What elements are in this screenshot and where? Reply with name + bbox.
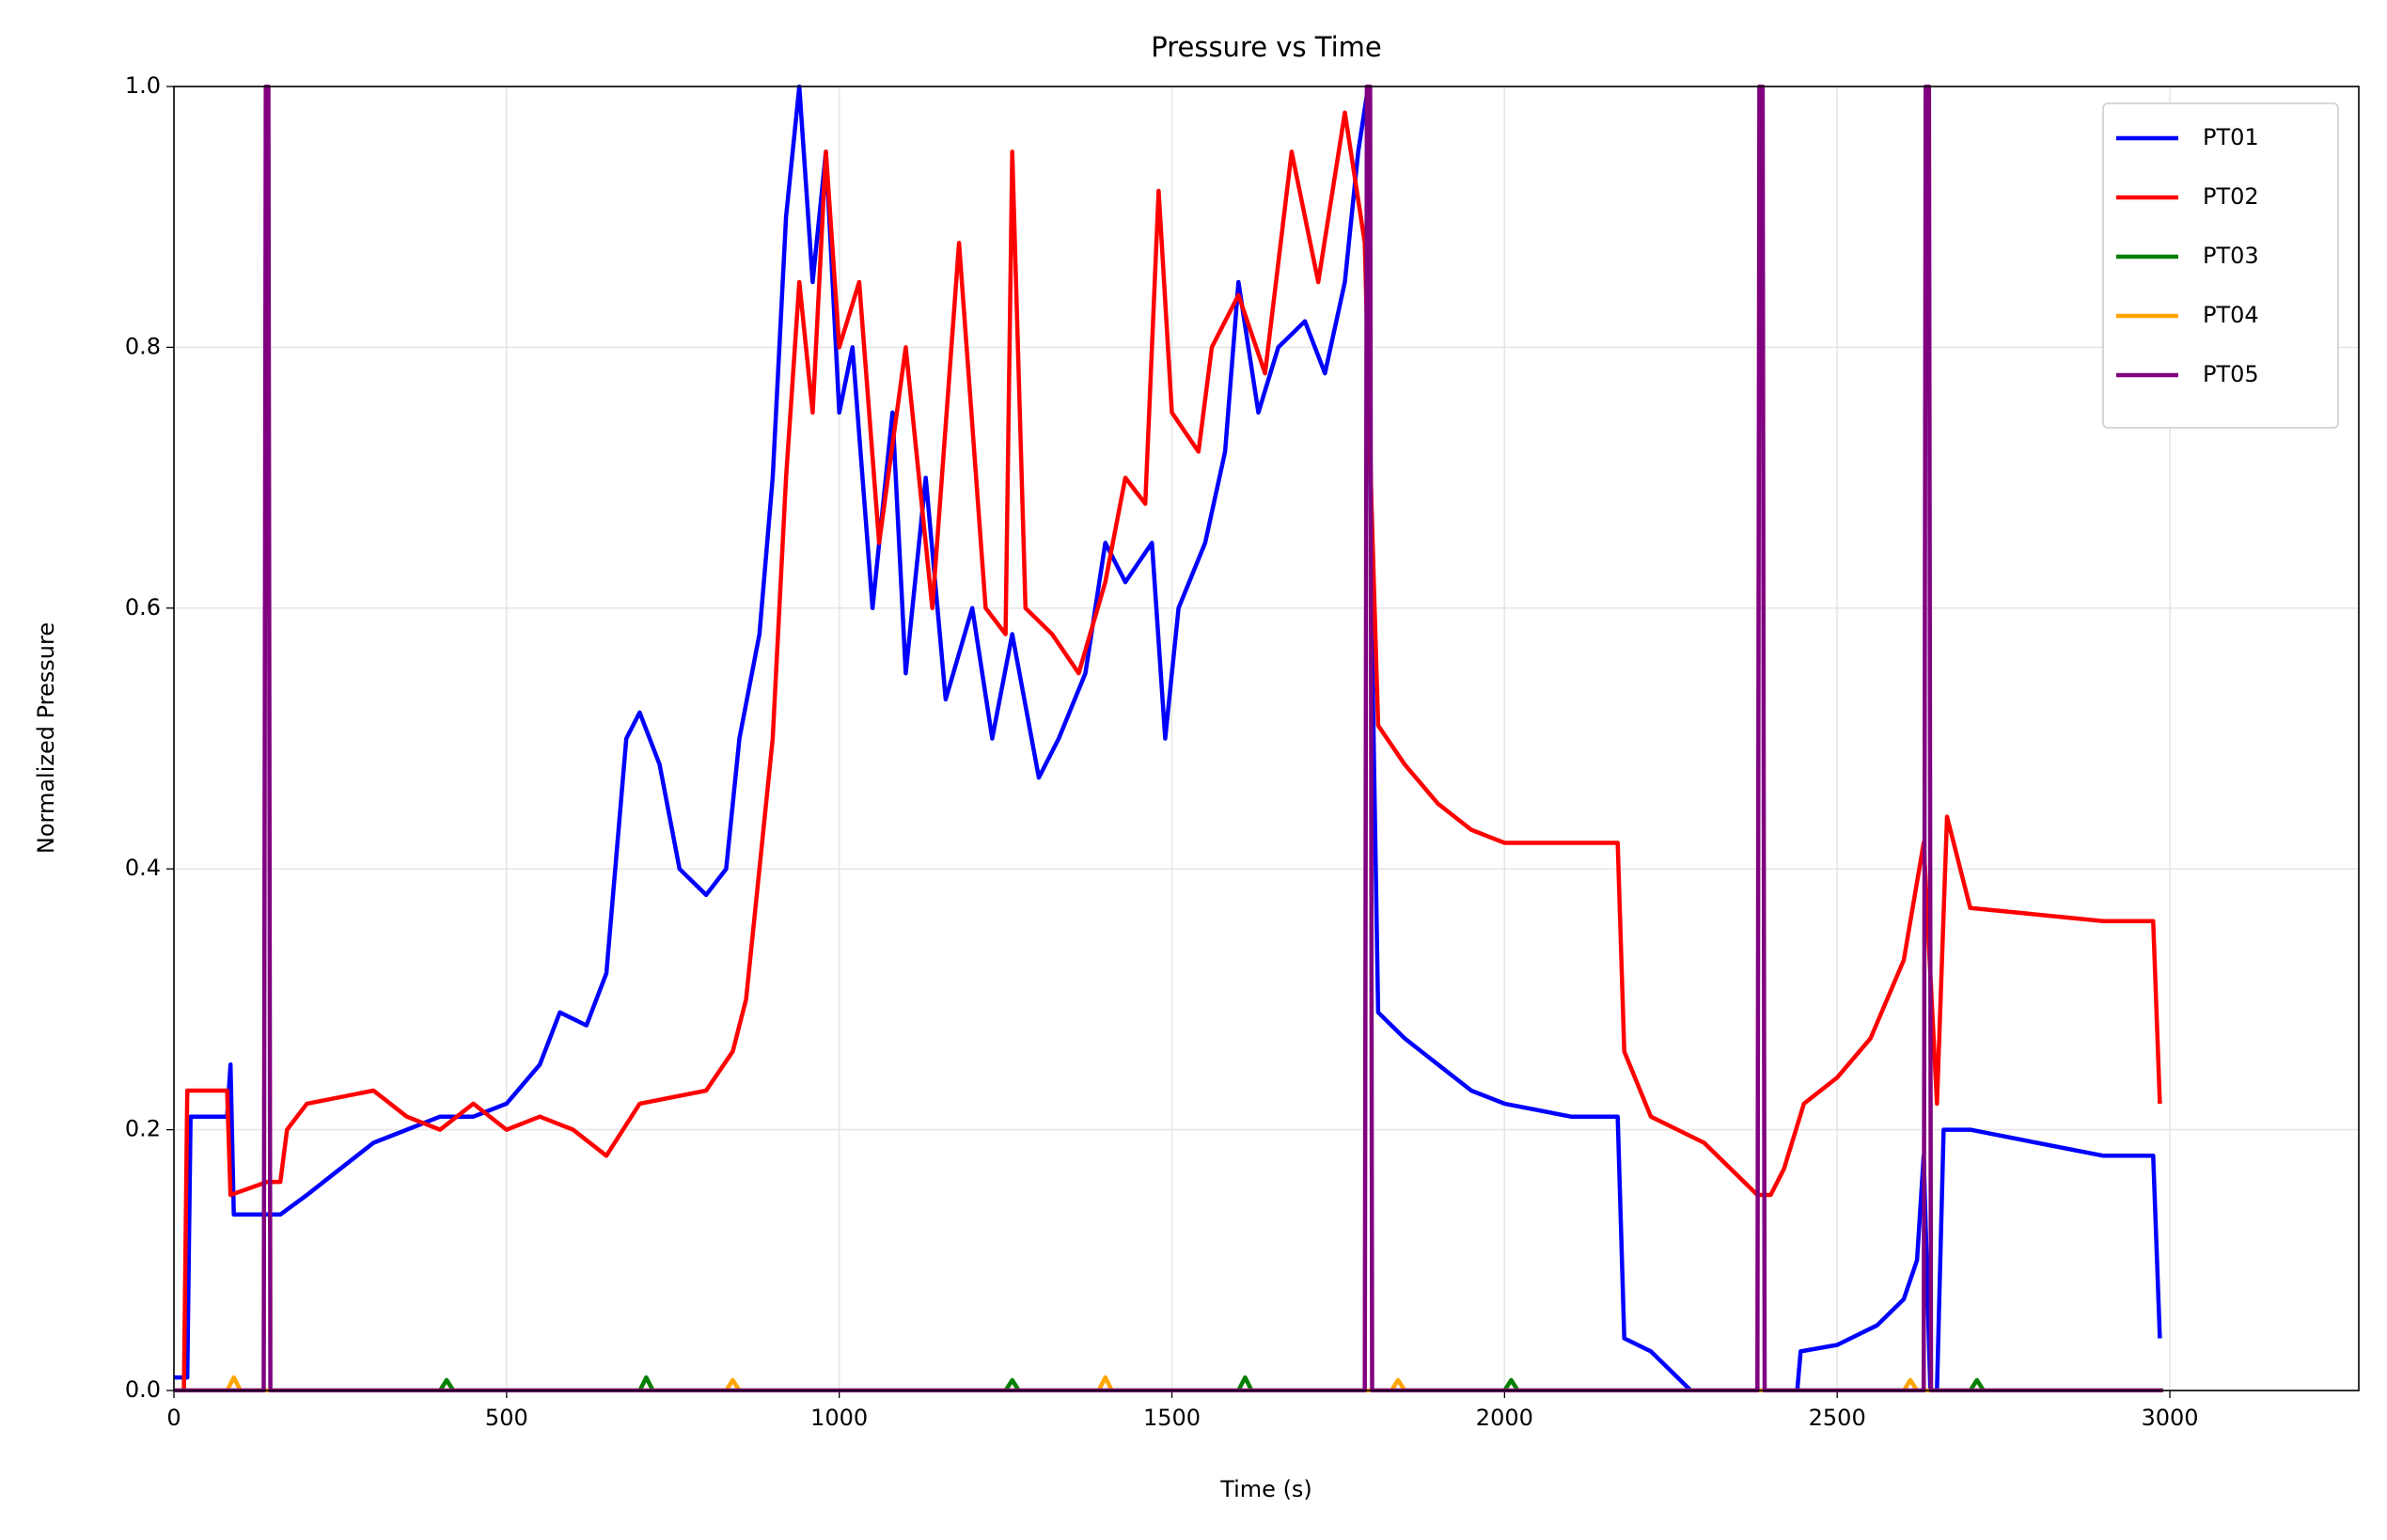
legend-label: PT04 [2203,302,2259,328]
y-tick-label: 0.4 [125,855,161,881]
x-tick-label: 0 [166,1405,181,1431]
x-tick-label: 1000 [810,1405,868,1431]
x-axis-label: Time (s) [1219,1476,1312,1502]
series-line [174,110,2162,1392]
x-tick-label: 500 [485,1405,528,1431]
x-tick-label: 3000 [2141,1405,2198,1431]
x-tick-label: 1500 [1143,1405,1201,1431]
chart-title: Pressure vs Time [1151,31,1382,63]
legend-label: PT05 [2203,361,2259,387]
y-axis-label: Normalized Pressure [33,622,59,854]
y-tick-label: 0.0 [125,1376,161,1403]
legend-box [2102,102,2339,429]
legend-label: PT01 [2203,124,2259,150]
y-tick-label: 0.2 [125,1116,161,1142]
y-tick-label: 1.0 [125,72,161,99]
x-tick-label: 2000 [1476,1405,1533,1431]
y-tick-label: 0.8 [125,333,161,359]
legend-label: PT02 [2203,183,2259,210]
plot-frame [173,86,2360,1391]
series-line [174,1375,2163,1392]
series-line [174,85,2163,1392]
y-tick-label: 0.6 [125,594,161,621]
legend-label: PT03 [2203,243,2259,269]
x-tick-label: 2500 [1809,1405,1866,1431]
series-line [174,85,2162,1392]
